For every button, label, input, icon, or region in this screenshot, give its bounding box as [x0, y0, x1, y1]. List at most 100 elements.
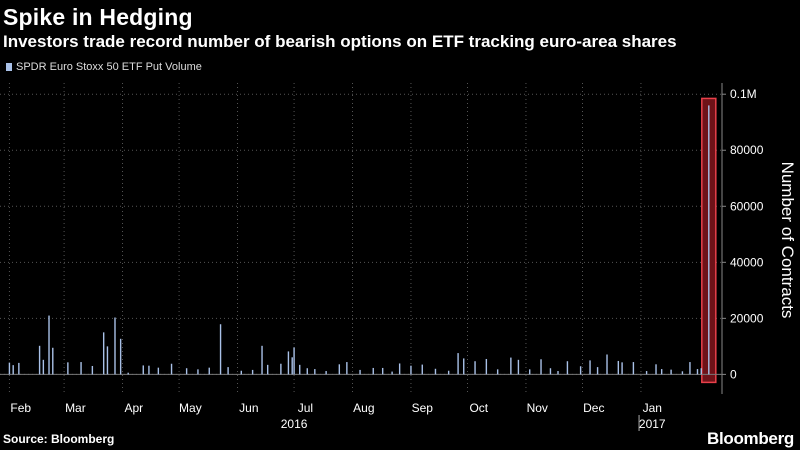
- data-bar: [660, 369, 663, 375]
- data-bar: [306, 368, 308, 375]
- data-bar: [346, 362, 348, 375]
- x-tick-label: Jul: [298, 401, 313, 415]
- data-bar: [485, 358, 488, 375]
- y-axis-title: Number of Contracts: [778, 162, 797, 319]
- data-bar: [510, 357, 512, 375]
- data-bar: [617, 360, 620, 375]
- data-bar: [251, 369, 254, 375]
- data-bar: [447, 370, 450, 375]
- data-bar: [700, 368, 702, 375]
- y-tick-label: 60000: [730, 199, 764, 213]
- data-bar: [632, 362, 635, 375]
- x-tick-label: May: [179, 401, 202, 415]
- data-bar: [621, 362, 623, 375]
- data-bar: [114, 317, 116, 375]
- data-bar: [681, 371, 684, 375]
- data-bar: [372, 367, 374, 375]
- y-tick-label: 80000: [730, 143, 764, 157]
- data-bar: [645, 371, 648, 375]
- chart-subtitle: Investors trade record number of bearish…: [3, 32, 677, 51]
- data-bar: [689, 362, 691, 375]
- data-bar: [398, 363, 401, 375]
- data-bar: [18, 362, 20, 375]
- x-tick-label: Apr: [124, 401, 143, 415]
- data-bar: [185, 368, 188, 375]
- data-bar: [589, 360, 591, 375]
- data-bar: [655, 364, 657, 375]
- data-bar: [557, 371, 559, 375]
- data-bar: [299, 364, 301, 375]
- x-tick-label: Feb: [10, 401, 31, 415]
- legend-swatch: [6, 63, 12, 71]
- data-bar: [12, 365, 14, 375]
- data-bar: [261, 345, 263, 375]
- x-tick-label: Aug: [353, 401, 374, 415]
- data-bar: [227, 367, 229, 375]
- data-bar: [219, 324, 222, 375]
- data-bar: [142, 365, 144, 375]
- data-bar: [197, 369, 199, 375]
- data-bar: [529, 369, 531, 375]
- x-tick-label: Oct: [469, 401, 488, 415]
- data-bar: [434, 368, 437, 375]
- data-bar: [293, 347, 295, 375]
- data-bar: [42, 359, 45, 375]
- data-bar: [291, 357, 293, 375]
- x-tick-label: Dec: [583, 401, 604, 415]
- y-tick-label: 0: [730, 367, 737, 381]
- data-bar: [708, 105, 710, 375]
- data-bar: [696, 369, 699, 375]
- data-bar: [606, 354, 608, 375]
- data-bar: [314, 369, 316, 375]
- data-bar: [421, 364, 423, 375]
- data-bar: [67, 362, 69, 375]
- x-tick-label: Mar: [65, 401, 86, 415]
- source-note: Source: Bloomberg: [3, 432, 115, 446]
- data-bar: [127, 372, 129, 375]
- data-bar: [38, 345, 41, 375]
- x-tick-label: Jun: [239, 401, 258, 415]
- y-tick-label: 0.1M: [730, 87, 757, 101]
- data-bar: [517, 359, 520, 375]
- x-tick-label: Jan: [643, 401, 662, 415]
- data-bar: [391, 371, 393, 375]
- data-bar: [170, 363, 173, 375]
- data-bar: [119, 338, 122, 375]
- year-label: 2017: [639, 417, 666, 431]
- x-tick-label: Sep: [412, 401, 434, 415]
- data-bar: [102, 332, 105, 375]
- data-bar: [496, 369, 499, 375]
- data-bar: [579, 366, 582, 375]
- data-bar: [359, 369, 361, 375]
- data-bar: [338, 364, 341, 375]
- data-bar: [410, 365, 412, 375]
- legend-label: SPDR Euro Stoxx 50 ETF Put Volume: [16, 61, 202, 73]
- data-bar: [381, 367, 384, 375]
- bloomberg-logo: Bloomberg: [706, 429, 794, 448]
- legend: SPDR Euro Stoxx 50 ETF Put Volume: [6, 61, 202, 73]
- data-bar: [280, 363, 282, 375]
- data-bar: [148, 365, 150, 375]
- data-bar: [596, 367, 599, 375]
- chart-title: Spike in Hedging: [3, 4, 193, 30]
- data-bar: [157, 367, 160, 375]
- data-bar: [91, 365, 94, 375]
- data-bar: [48, 315, 50, 375]
- data-bar: [266, 364, 269, 375]
- data-bar: [106, 346, 109, 375]
- year-label: 2016: [281, 417, 308, 431]
- data-bar: [463, 358, 465, 375]
- y-tick-label: 20000: [730, 311, 764, 325]
- data-bar: [670, 369, 672, 375]
- data-bar: [457, 353, 459, 375]
- data-bar: [52, 347, 54, 375]
- data-bar: [540, 359, 542, 375]
- data-bar: [240, 370, 242, 375]
- data-bar: [474, 361, 476, 375]
- data-bar: [549, 368, 552, 375]
- data-bar: [325, 371, 327, 375]
- data-bar: [80, 362, 82, 375]
- y-tick-label: 40000: [730, 255, 764, 269]
- data-bar: [287, 351, 290, 375]
